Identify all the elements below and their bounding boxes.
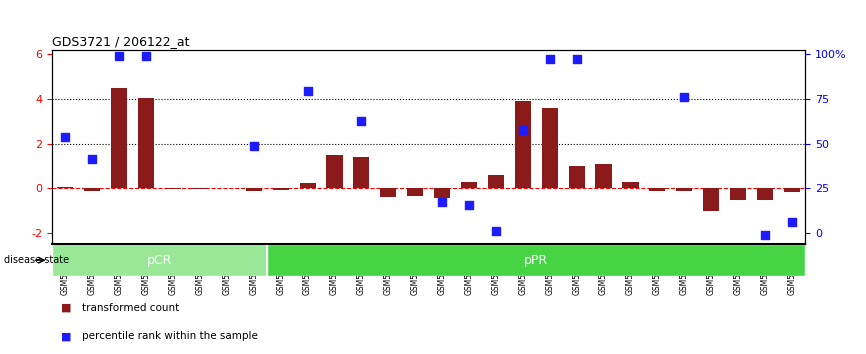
Point <box>436 199 449 205</box>
Text: transformed count: transformed count <box>82 303 179 313</box>
Point <box>543 56 557 61</box>
Bar <box>380 188 397 197</box>
Bar <box>650 188 665 190</box>
Bar <box>111 87 127 188</box>
Point <box>301 88 314 94</box>
Bar <box>676 188 693 190</box>
Bar <box>488 175 504 188</box>
Bar <box>542 108 558 188</box>
Text: disease state: disease state <box>4 255 69 265</box>
Bar <box>268 244 805 276</box>
Bar <box>514 101 531 188</box>
Bar <box>461 182 477 188</box>
Point <box>86 156 100 162</box>
Point <box>758 233 772 238</box>
Bar <box>596 164 611 188</box>
Bar <box>273 188 288 190</box>
Bar <box>57 187 74 188</box>
Text: pCR: pCR <box>147 254 172 267</box>
Bar <box>192 188 208 189</box>
Point <box>113 53 126 59</box>
Bar <box>353 157 370 188</box>
Bar <box>407 188 423 196</box>
Bar <box>300 183 315 188</box>
Bar <box>326 155 343 188</box>
Bar <box>569 166 585 188</box>
Text: GDS3721 / 206122_at: GDS3721 / 206122_at <box>52 35 190 48</box>
Point <box>462 202 476 208</box>
Text: ■: ■ <box>61 331 71 341</box>
Bar <box>434 188 450 198</box>
Bar <box>52 244 268 276</box>
Bar <box>623 182 638 188</box>
Point <box>570 56 584 61</box>
Bar <box>84 188 100 190</box>
Point <box>785 219 798 225</box>
Text: percentile rank within the sample: percentile rank within the sample <box>82 331 258 341</box>
Bar <box>757 188 773 200</box>
Bar <box>703 188 720 211</box>
Text: ■: ■ <box>61 303 71 313</box>
Point <box>516 127 530 133</box>
Bar <box>730 188 746 200</box>
Point <box>677 94 691 99</box>
Point <box>59 134 73 140</box>
Point <box>489 228 503 234</box>
Bar <box>784 188 800 192</box>
Bar <box>246 188 262 190</box>
Point <box>354 118 368 124</box>
Bar <box>138 98 154 188</box>
Text: pPR: pPR <box>524 254 548 267</box>
Point <box>247 143 261 149</box>
Point <box>139 53 153 59</box>
Bar <box>165 188 181 189</box>
